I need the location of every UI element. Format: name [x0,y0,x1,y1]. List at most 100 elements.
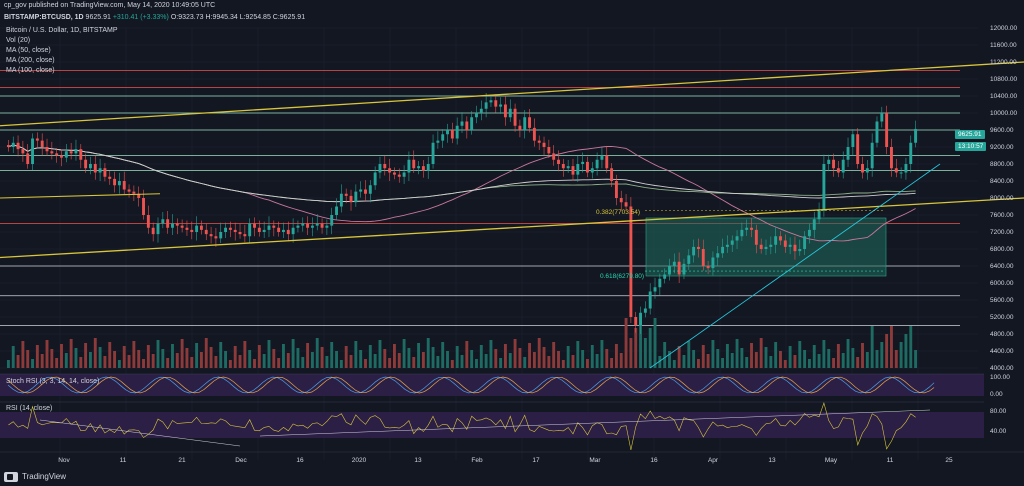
candle-body [79,149,83,160]
price-tick-label: 8800.00 [990,161,1014,168]
legend-ma100[interactable]: MA (100, close) [6,67,55,74]
candle-body [74,149,78,154]
volume-bar [272,349,276,368]
candle-body [253,223,256,228]
volume-bar [711,340,715,368]
candle-body [470,117,474,130]
candle-body [499,104,503,107]
candle-body [542,142,546,147]
volume-bar [494,349,498,368]
price-tick-label: 11600.00 [990,42,1017,49]
legend-volume[interactable]: Vol (20) [6,37,31,44]
volume-bar [320,347,324,368]
candle-body [634,317,638,326]
volume-bar [436,356,440,368]
volume-bar [103,356,107,368]
candle-body [6,145,10,147]
volume-bar [537,338,541,368]
candle-body [851,134,855,147]
volume-bar [856,357,860,368]
time-tick-label: Nov [58,457,70,464]
volume-bar [204,338,208,368]
stoch-rsi-band [0,374,984,396]
time-tick-label: 13 [414,457,422,464]
volume-bar [590,345,594,368]
volume-bar [861,343,864,368]
volume-bar [137,350,141,368]
candle-body [687,255,691,264]
candle-body [465,121,469,130]
candle-body [50,151,54,154]
candle-body [899,172,903,174]
volume-bar [349,355,353,368]
candle-body [21,149,25,154]
candle-body [180,225,184,228]
candle-body [711,257,715,269]
volume-bar [40,354,44,368]
candle-body [388,168,392,173]
ascending-support-line [649,163,941,369]
volume-bar [807,359,811,368]
price-tick-label: 6400.00 [990,263,1014,270]
volume-bar [16,355,20,368]
tradingview-brand[interactable]: TradingView [4,470,66,484]
time-tick-label: Feb [471,457,483,464]
candle-body [339,193,343,207]
candle-body [894,168,898,173]
candle-body [861,164,864,173]
ma100-line [8,144,916,203]
candle-body [614,181,618,198]
candle-body [740,229,744,237]
legend-ma50[interactable]: MA (50, close) [6,47,51,54]
candle-body [730,240,734,245]
volume-bar [11,346,15,368]
volume-bar [354,341,358,368]
candle-body [344,193,348,196]
volume-bar [532,352,536,368]
time-tick-label: 2020 [352,457,367,464]
candle-body [764,246,768,249]
candle-body [325,225,329,228]
volume-bar [885,334,889,368]
candle-body [557,159,560,164]
candle-body [561,164,565,169]
volume-bar [209,347,213,368]
volume-bar [6,360,10,368]
candle-body [648,291,652,309]
volume-bar [880,342,884,368]
volume-bar [267,340,271,368]
volume-bar [832,358,836,368]
candle-body [122,181,126,190]
candle-body [798,249,802,252]
candle-body [581,161,585,164]
stoch-rsi-pane: 100.00 0.00 [0,373,1010,398]
volume-bar [156,340,160,368]
volume-bar [846,339,850,368]
volume-bar [793,355,797,368]
volume-bar [450,360,454,368]
candle-body [282,229,285,232]
symbol-name[interactable]: BITSTAMP:BTCUSD, 1D [4,14,84,21]
volume-bar [725,344,729,368]
volume-bar [687,341,691,368]
rsi-label[interactable]: RSI (14, close) [6,405,53,412]
candle-body [696,246,700,249]
volume-bar [595,354,599,368]
candle-body [870,142,874,169]
trendlines [0,61,1024,369]
candle-body [725,244,729,247]
candle-body [108,176,112,179]
candle-body [161,219,165,224]
volume-bar [146,345,150,368]
candle-body [904,164,908,173]
candle-body [610,168,614,181]
volume-bar [359,350,363,368]
legend-ma200[interactable]: MA (200, close) [6,57,55,64]
candle-body [417,166,421,169]
volume-bar [672,360,676,368]
candle-body [93,164,97,173]
stoch-rsi-label[interactable]: Stoch RSI (3, 3, 14, 14, close) [6,378,100,385]
volume-bar [88,352,92,368]
time-tick-label: 11 [120,457,127,464]
